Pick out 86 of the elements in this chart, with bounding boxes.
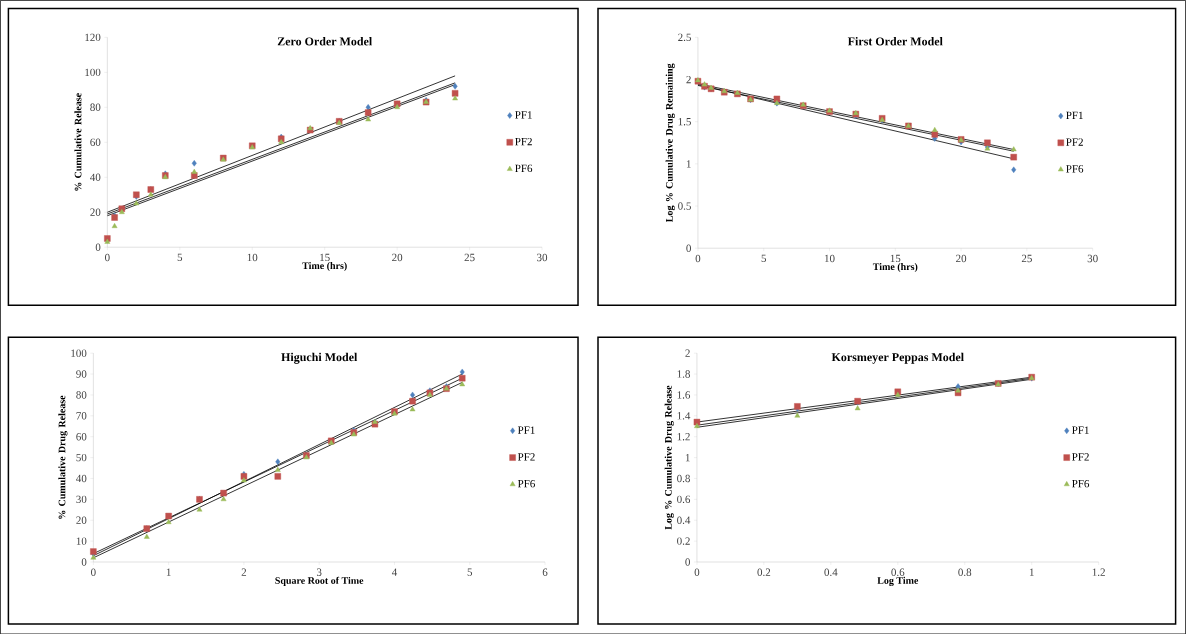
y-tick-label: 1.6 [677,391,691,399]
y-tick-label: 60 [76,432,87,441]
y-tick-label: 1 [686,160,691,168]
legend-label: PF1 [1072,426,1089,434]
y-tick-label: 50 [76,453,87,462]
x-axis-title: Square Root of Time [275,576,364,586]
legend-label: PF2 [1072,453,1089,461]
x-tick-label: 5 [761,254,767,262]
x-tick-label: 1 [1029,568,1034,576]
x-tick-label: 1.2 [1092,568,1105,576]
x-axis-title: Time (hrs) [872,262,918,272]
y-tick-label: 70 [76,411,87,420]
x-tick-label: 20 [956,254,967,262]
y-axis-title: Log % Cumulative Drug Remaining [665,63,675,222]
x-tick-label: 5 [177,253,183,261]
y-tick-label: 1.8 [677,370,690,378]
y-tick-label: 2.5 [678,33,691,41]
y-tick-label: 0.6 [677,495,691,503]
y-tick-label: 40 [90,173,101,181]
x-axis-title: Time (hrs) [302,261,347,271]
y-tick-label: 0.8 [677,474,690,483]
y-tick-label: 0 [686,244,691,252]
y-tick-label: 0 [81,558,87,566]
x-tick-label: 0.8 [958,568,972,576]
y-tick-label: 20 [76,516,87,524]
legend-label: PF2 [1066,138,1083,146]
legend-label: PF6 [515,164,533,172]
y-tick-label: 0.2 [677,537,690,545]
y-tick-label: 120 [85,33,101,41]
y-tick-label: 100 [85,68,101,76]
legend-label: PF2 [515,137,532,145]
x-tick-label: 25 [464,253,475,261]
chart-title: First Order Model [847,36,943,46]
x-tick-label: 6 [542,568,548,576]
y-tick-label: 10 [76,537,87,545]
x-tick-label: 5 [467,568,473,576]
x-tick-label: 0 [105,253,110,261]
y-axis-title: % Cumulative Release [74,92,82,191]
y-tick-label: 0.4 [677,516,691,524]
y-tick-label: 1.2 [677,432,690,441]
y-tick-label: 30 [76,495,87,503]
legend-label: PF1 [517,426,535,434]
y-axis-title: Log % Cumulative Drug Release [664,385,674,530]
x-axis-title: Log Time [877,576,919,586]
y-tick-label: 0 [95,243,101,251]
x-tick-label: 0.6 [891,568,905,576]
x-tick-label: 0 [695,254,701,262]
y-tick-label: 90 [76,370,87,378]
x-tick-label: 15 [890,254,901,262]
y-tick-label: 60 [90,138,101,146]
y-tick-label: 0.5 [678,202,691,210]
x-tick-label: 25 [1021,254,1032,262]
y-tick-label: 20 [90,208,101,216]
chart-title: Higuchi Model [281,352,358,364]
y-tick-label: 1 [685,453,690,462]
x-tick-label: 20 [392,253,403,261]
y-tick-label: 0 [685,558,690,566]
y-axis-title: % Cumulative Drug Release [58,395,68,519]
legend-label: PF1 [1066,111,1083,119]
legend-label: PF6 [1072,479,1090,488]
y-tick-label: 40 [76,474,87,483]
x-tick-label: 0.4 [824,568,838,576]
y-tick-label: 1.4 [677,411,691,420]
y-tick-label: 2 [686,75,691,84]
y-tick-label: 100 [71,349,87,357]
x-tick-label: 2 [241,568,247,576]
x-tick-label: 4 [391,568,398,576]
y-tick-label: 2 [685,349,690,357]
chart-title: Zero Order Model [277,36,372,46]
x-tick-label: 10 [247,253,258,261]
legend-label: PF6 [517,479,535,488]
x-tick-label: 30 [1087,254,1098,262]
x-tick-label: 1 [166,568,171,576]
y-tick-label: 80 [90,103,101,111]
y-tick-label: 80 [76,391,87,399]
x-tick-label: 3 [316,568,322,576]
x-tick-label: 10 [824,254,835,262]
x-tick-label: 0.2 [757,568,771,576]
legend-label: PF2 [517,453,535,461]
legend-label: PF6 [1066,165,1084,173]
y-tick-label: 1.5 [678,117,691,126]
x-tick-label: 15 [320,253,330,261]
legend-label: PF1 [515,110,532,119]
x-tick-label: 0 [694,568,700,576]
x-tick-label: 30 [537,253,548,261]
chart-title: Korsmeyer Peppas Model [831,352,964,364]
